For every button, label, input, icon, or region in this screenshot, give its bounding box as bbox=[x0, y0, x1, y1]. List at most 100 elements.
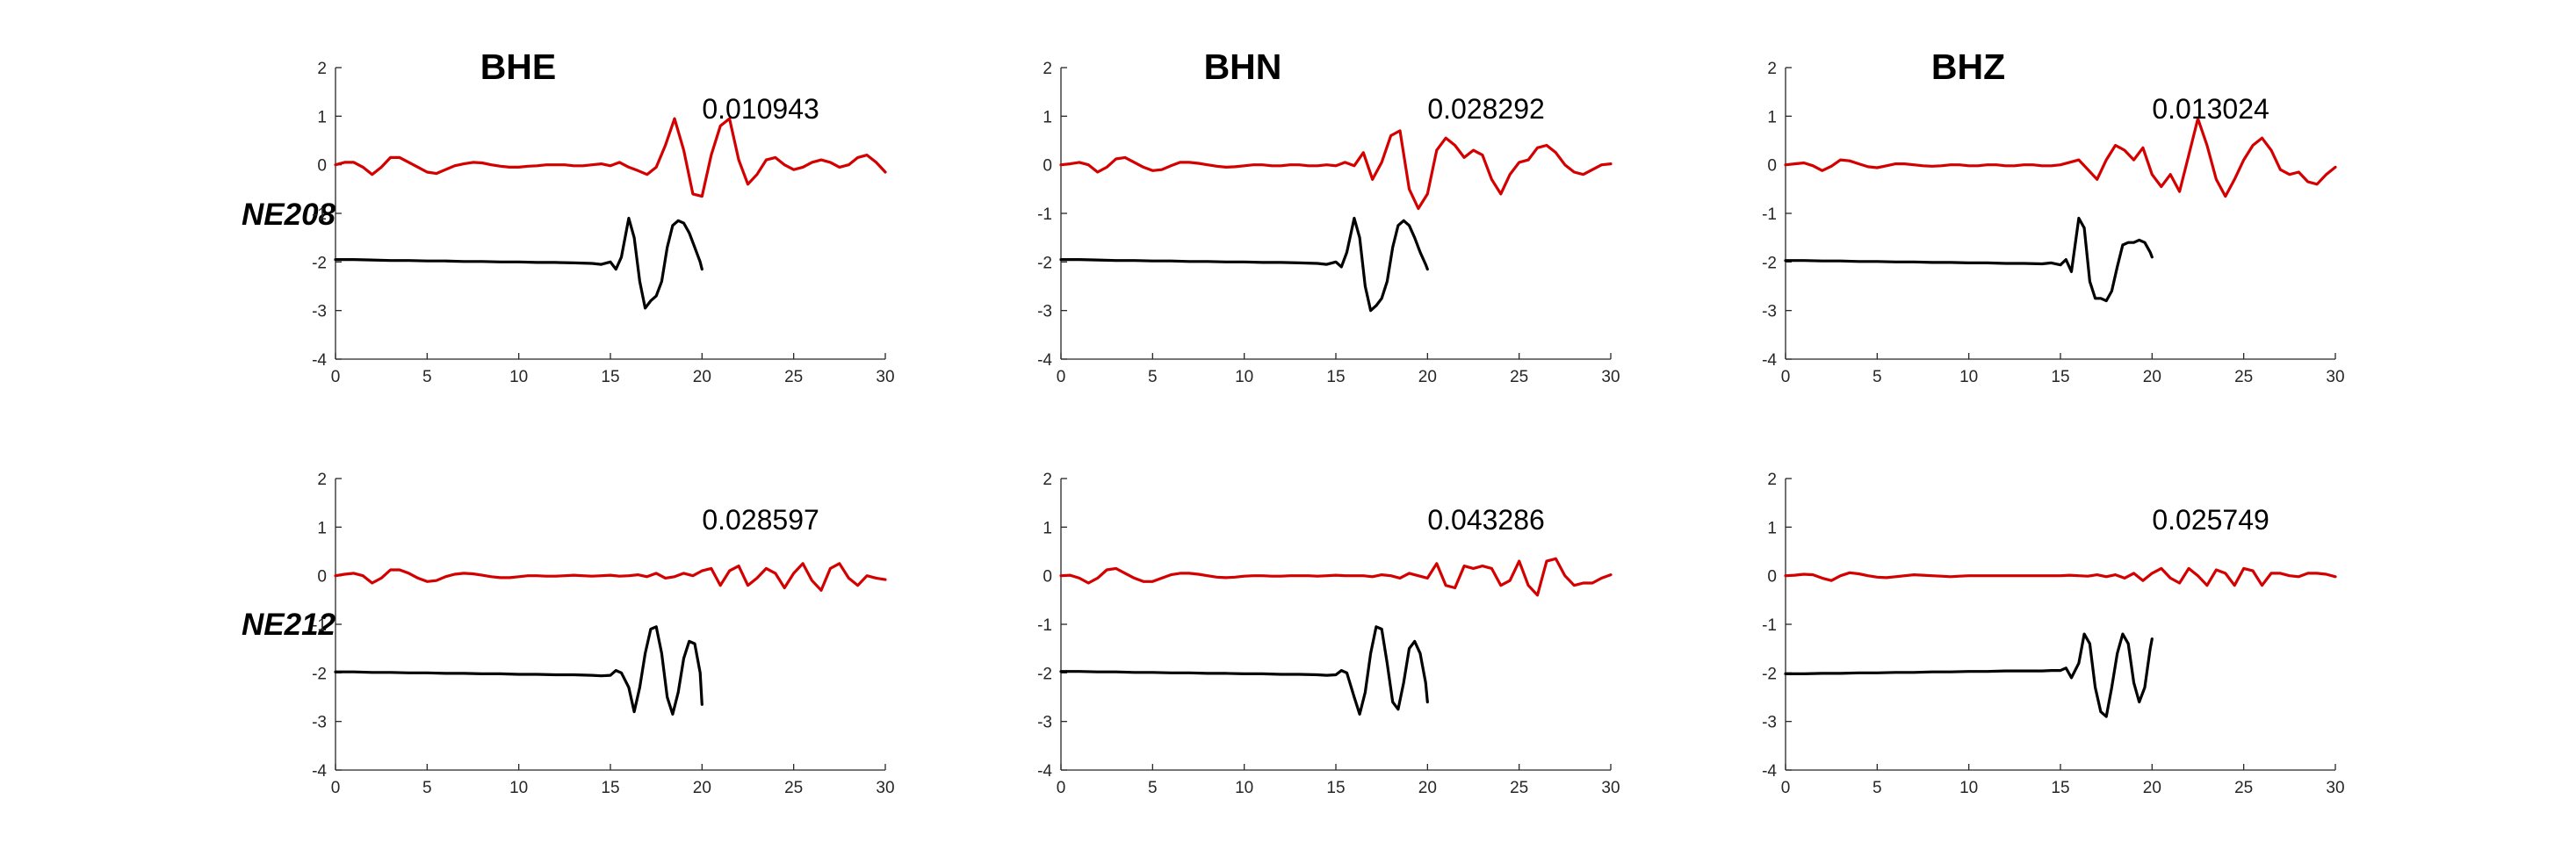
column-titles: BHE BHN BHZ bbox=[480, 47, 2005, 87]
x-tick-label: 25 bbox=[2234, 779, 2253, 797]
x-tick-label: 20 bbox=[1418, 368, 1437, 386]
x-tick-label: 0 bbox=[331, 779, 341, 797]
y-tick-label: 1 bbox=[1767, 519, 1777, 537]
y-tick-label: 2 bbox=[317, 471, 327, 489]
series-red-line bbox=[1059, 129, 1613, 211]
panel-ne212-bhe: 210-1-2-3-40 5 10 15 20 25 300.028597 bbox=[312, 471, 894, 797]
x-tick-label: 30 bbox=[2326, 368, 2344, 386]
y-tick-label: -4 bbox=[1762, 351, 1777, 370]
series-black-line bbox=[334, 216, 704, 310]
series-red-line bbox=[334, 117, 887, 198]
x-tick-label: 5 bbox=[422, 368, 432, 386]
x-tick-label: 15 bbox=[2051, 368, 2069, 386]
y-tick-label: -3 bbox=[312, 714, 327, 732]
series-red-line bbox=[1784, 117, 2337, 198]
x-tick-label: 0 bbox=[1781, 368, 1791, 386]
x-tick-label: 15 bbox=[2051, 779, 2069, 797]
y-tick-label: -2 bbox=[1762, 254, 1777, 272]
x-tick-label: 0 bbox=[1057, 368, 1066, 386]
y-tick-label: -3 bbox=[1037, 714, 1052, 732]
x-tick-label: 20 bbox=[693, 368, 711, 386]
y-tick-label: 0 bbox=[1767, 157, 1777, 176]
x-tick-label: 10 bbox=[1235, 779, 1253, 797]
y-tick-label: -1 bbox=[1037, 616, 1052, 635]
y-tick-label: 1 bbox=[1043, 108, 1052, 126]
y-tick-label: -3 bbox=[312, 303, 327, 321]
panel-ne212-bhn: 210-1-2-3-40 5 10 15 20 25 300.043286 bbox=[1037, 471, 1620, 797]
x-tick-label: 30 bbox=[876, 779, 894, 797]
x-tick-label: 5 bbox=[422, 779, 432, 797]
column-title-bhz: BHZ bbox=[1931, 47, 2005, 87]
y-tick-label: -1 bbox=[312, 205, 327, 224]
y-tick-label: 2 bbox=[1767, 60, 1777, 78]
panel-ne208-bhn: 210-1-2-3-40 5 10 15 20 25 300.028292 bbox=[1037, 60, 1620, 386]
y-tick-label: -2 bbox=[1037, 254, 1052, 272]
y-tick-label: 1 bbox=[1043, 519, 1052, 537]
annotation-value: 0.043286 bbox=[1427, 504, 1544, 536]
y-tick-label: 0 bbox=[1043, 157, 1052, 176]
y-tick-label: -2 bbox=[1762, 665, 1777, 683]
series-red-line bbox=[334, 562, 887, 592]
series-red-line bbox=[1784, 566, 2337, 587]
x-tick-label: 30 bbox=[876, 368, 894, 386]
y-tick-label: 0 bbox=[317, 157, 327, 176]
x-tick-label: 10 bbox=[509, 368, 528, 386]
column-title-bhn: BHN bbox=[1204, 47, 1282, 87]
x-tick-label: 25 bbox=[2234, 368, 2253, 386]
y-tick-label: -3 bbox=[1762, 714, 1777, 732]
x-tick-label: 15 bbox=[601, 779, 619, 797]
y-tick-label: -4 bbox=[1037, 351, 1052, 370]
x-tick-label: 30 bbox=[1601, 368, 1620, 386]
y-tick-label: -4 bbox=[1762, 762, 1777, 781]
x-tick-label: 5 bbox=[1148, 779, 1158, 797]
x-tick-label: 0 bbox=[1781, 779, 1791, 797]
x-tick-label: 15 bbox=[601, 368, 619, 386]
x-tick-label: 0 bbox=[1057, 779, 1066, 797]
column-title-bhe: BHE bbox=[480, 47, 557, 87]
row-label-ne208: NE208 bbox=[242, 198, 336, 232]
panel-ne208-bhe: 210-1-2-3-40 5 10 15 20 25 300.010943 bbox=[312, 60, 894, 386]
x-tick-label: 10 bbox=[1959, 368, 1978, 386]
x-tick-label: 5 bbox=[1872, 779, 1882, 797]
x-tick-label: 5 bbox=[1872, 368, 1882, 386]
y-tick-label: -4 bbox=[1037, 762, 1052, 781]
y-tick-label: 2 bbox=[1043, 60, 1052, 78]
x-tick-label: 20 bbox=[693, 779, 711, 797]
x-tick-label: 0 bbox=[331, 368, 341, 386]
y-tick-label: -3 bbox=[1037, 303, 1052, 321]
panel-ne212-bhz: 210-1-2-3-40 5 10 15 20 25 300.025749 bbox=[1762, 471, 2344, 797]
y-tick-label: -2 bbox=[1037, 665, 1052, 683]
annotation-value: 0.028292 bbox=[1427, 93, 1544, 125]
x-tick-label: 10 bbox=[1235, 368, 1253, 386]
x-tick-label: 10 bbox=[509, 779, 528, 797]
series-black-line bbox=[1784, 216, 2154, 303]
y-tick-label: 2 bbox=[1043, 471, 1052, 489]
y-tick-label: 0 bbox=[1767, 568, 1777, 587]
annotation-value: 0.013024 bbox=[2152, 93, 2269, 125]
y-tick-label: 2 bbox=[1767, 471, 1777, 489]
y-tick-label: -2 bbox=[312, 254, 327, 272]
x-tick-label: 15 bbox=[1326, 368, 1345, 386]
y-tick-label: 1 bbox=[317, 108, 327, 126]
x-tick-label: 25 bbox=[1510, 368, 1528, 386]
annotation-value: 0.010943 bbox=[702, 93, 819, 125]
series-black-line bbox=[1784, 632, 2154, 718]
annotation-value: 0.025749 bbox=[2152, 504, 2269, 536]
x-tick-label: 25 bbox=[1510, 779, 1528, 797]
y-tick-label: -1 bbox=[1762, 205, 1777, 224]
y-tick-label: -3 bbox=[1762, 303, 1777, 321]
series-black-line bbox=[334, 625, 704, 716]
series-red-line bbox=[1059, 557, 1613, 597]
x-tick-label: 10 bbox=[1959, 779, 1978, 797]
x-tick-label: 20 bbox=[1418, 779, 1437, 797]
row-label-ne212: NE212 bbox=[242, 608, 336, 642]
y-tick-label: -1 bbox=[312, 616, 327, 635]
y-tick-label: 0 bbox=[1043, 568, 1052, 587]
x-tick-label: 30 bbox=[1601, 779, 1620, 797]
y-tick-label: 2 bbox=[317, 60, 327, 78]
x-tick-label: 15 bbox=[1326, 779, 1345, 797]
x-tick-label: 25 bbox=[784, 779, 803, 797]
subplot-grid: 210-1-2-3-40 5 10 15 20 25 300.010943210-1-2-3… bbox=[312, 60, 2344, 797]
y-tick-label: 1 bbox=[317, 519, 327, 537]
